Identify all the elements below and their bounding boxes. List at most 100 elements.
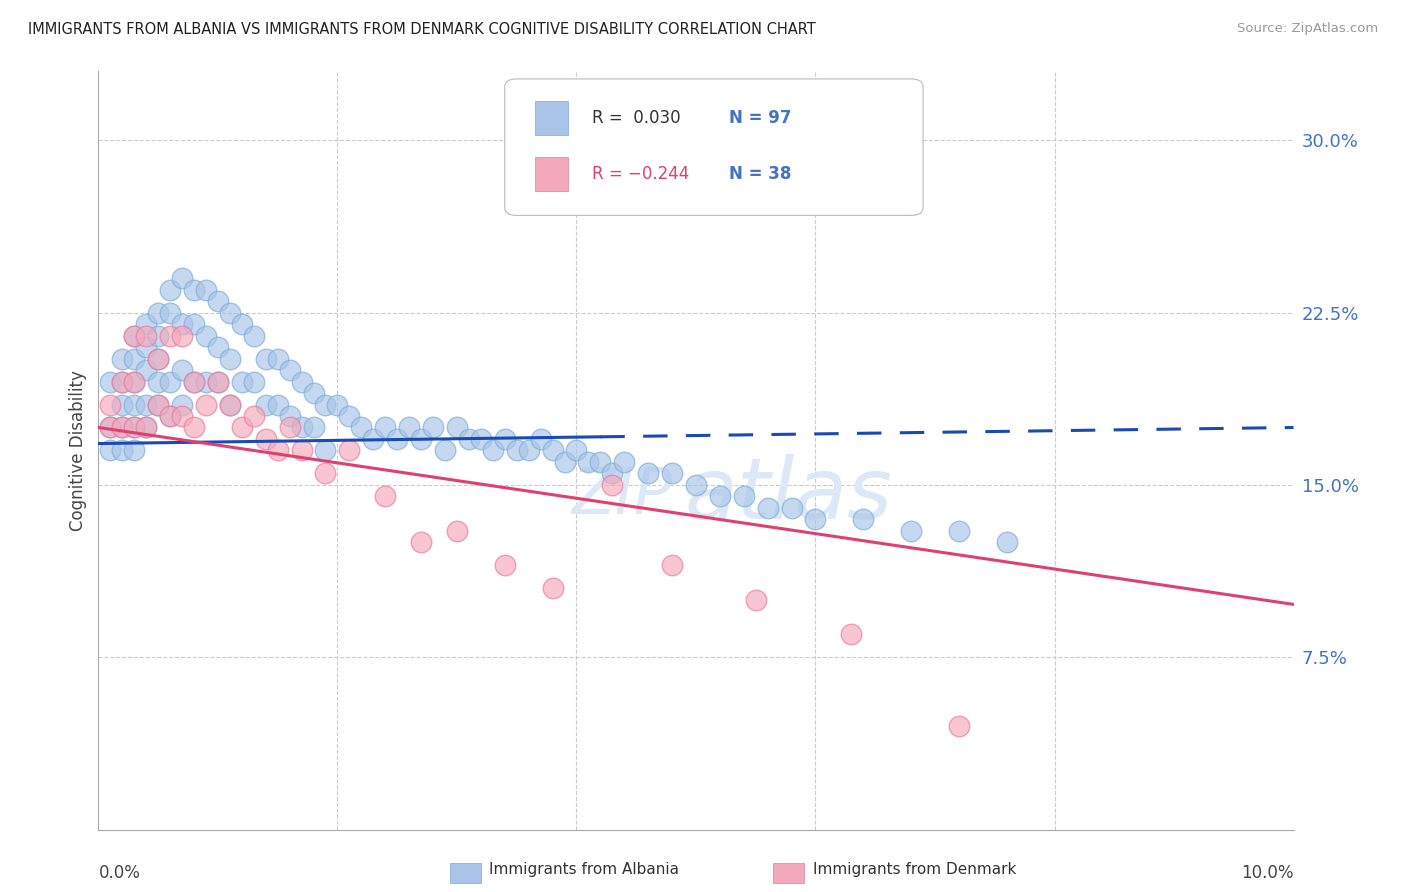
- Point: [339, 409, 361, 423]
- Point: [172, 317, 194, 331]
- Point: [254, 351, 277, 366]
- Point: [565, 443, 588, 458]
- Point: [685, 478, 707, 492]
- Point: [254, 432, 277, 446]
- Point: [267, 443, 290, 458]
- Point: [111, 420, 134, 434]
- Point: [98, 443, 122, 458]
- Point: [278, 363, 301, 377]
- Point: [148, 351, 170, 366]
- Point: [494, 432, 516, 446]
- Point: [900, 524, 922, 538]
- Text: ZIP: ZIP: [571, 465, 672, 527]
- Point: [948, 719, 970, 733]
- Point: [339, 443, 361, 458]
- Point: [159, 305, 181, 319]
- Point: [302, 420, 325, 434]
- Point: [183, 283, 205, 297]
- Point: [111, 351, 134, 366]
- Point: [148, 305, 170, 319]
- Point: [124, 375, 146, 389]
- Point: [124, 328, 146, 343]
- Point: [302, 386, 325, 401]
- Point: [315, 443, 337, 458]
- Point: [111, 375, 134, 389]
- Text: R = −0.244: R = −0.244: [592, 165, 689, 183]
- Point: [494, 558, 516, 573]
- Point: [470, 432, 492, 446]
- Point: [124, 397, 146, 411]
- Point: [278, 409, 301, 423]
- Point: [530, 432, 553, 446]
- Point: [231, 317, 253, 331]
- Text: IMMIGRANTS FROM ALBANIA VS IMMIGRANTS FROM DENMARK COGNITIVE DISABILITY CORRELAT: IMMIGRANTS FROM ALBANIA VS IMMIGRANTS FR…: [28, 22, 815, 37]
- Text: Immigrants from Albania: Immigrants from Albania: [489, 863, 679, 877]
- Point: [756, 500, 779, 515]
- Point: [517, 443, 540, 458]
- Text: N = 38: N = 38: [730, 165, 792, 183]
- Point: [207, 340, 229, 354]
- Point: [183, 375, 205, 389]
- Point: [172, 409, 194, 423]
- Point: [135, 340, 157, 354]
- Point: [385, 432, 409, 446]
- Point: [243, 375, 266, 389]
- Point: [315, 397, 337, 411]
- Point: [780, 500, 803, 515]
- Text: atlas: atlas: [685, 454, 891, 538]
- Point: [159, 283, 181, 297]
- Point: [135, 397, 157, 411]
- Point: [98, 397, 122, 411]
- Point: [374, 490, 396, 504]
- Point: [841, 627, 863, 641]
- Point: [98, 420, 122, 434]
- Point: [231, 420, 253, 434]
- Point: [541, 443, 564, 458]
- Point: [578, 455, 600, 469]
- Point: [278, 420, 301, 434]
- Point: [98, 420, 122, 434]
- Point: [482, 443, 505, 458]
- Point: [195, 328, 218, 343]
- Point: [661, 558, 683, 573]
- Text: 10.0%: 10.0%: [1241, 863, 1294, 881]
- FancyBboxPatch shape: [534, 157, 568, 191]
- Point: [326, 397, 349, 411]
- Point: [398, 420, 420, 434]
- Point: [219, 397, 242, 411]
- Point: [148, 328, 170, 343]
- Point: [541, 582, 564, 596]
- Point: [148, 375, 170, 389]
- Point: [111, 397, 134, 411]
- Point: [804, 512, 827, 526]
- Point: [602, 467, 624, 481]
- Point: [172, 363, 194, 377]
- Point: [195, 283, 218, 297]
- Point: [135, 328, 157, 343]
- Point: [291, 375, 314, 389]
- Point: [124, 351, 146, 366]
- Point: [219, 305, 242, 319]
- Point: [254, 397, 277, 411]
- Point: [458, 432, 481, 446]
- Point: [135, 420, 157, 434]
- Point: [207, 375, 229, 389]
- Point: [637, 467, 659, 481]
- Point: [374, 420, 396, 434]
- Point: [350, 420, 373, 434]
- Point: [124, 443, 146, 458]
- Point: [111, 420, 134, 434]
- Point: [172, 271, 194, 285]
- Point: [135, 317, 157, 331]
- Point: [183, 317, 205, 331]
- Point: [411, 535, 433, 549]
- Point: [661, 467, 683, 481]
- Point: [231, 375, 253, 389]
- Point: [124, 420, 146, 434]
- Point: [709, 490, 731, 504]
- Point: [111, 375, 134, 389]
- Point: [159, 328, 181, 343]
- Point: [172, 328, 194, 343]
- Point: [613, 455, 636, 469]
- Point: [207, 294, 229, 309]
